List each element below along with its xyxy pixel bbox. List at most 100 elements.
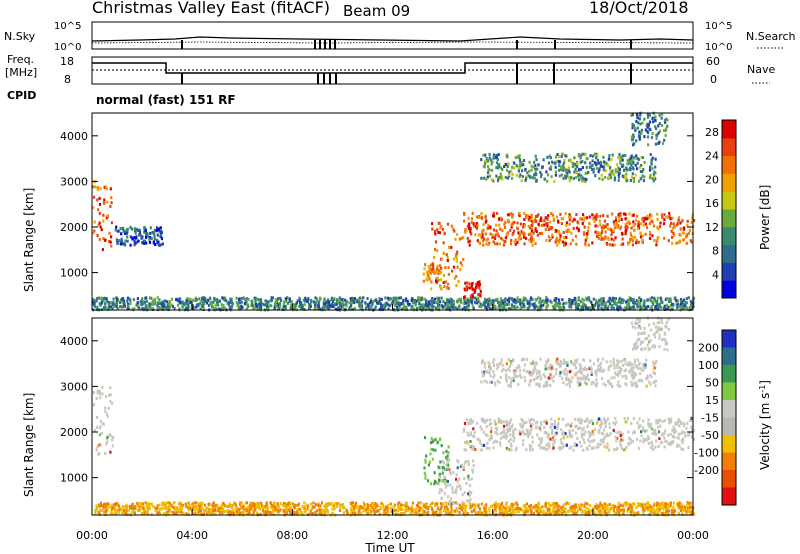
echo-cell (102, 305, 105, 309)
echo-cell (419, 304, 422, 308)
echo-cell (543, 446, 546, 450)
echo-cell (304, 510, 307, 514)
echo-cell (436, 267, 439, 271)
echo-cell (624, 217, 627, 221)
echo-cell (351, 307, 355, 311)
echo-cell (522, 299, 525, 303)
echo-cell (507, 429, 510, 432)
echo-cell (689, 511, 692, 515)
echo-cell (99, 225, 102, 229)
echo-cell (223, 504, 226, 508)
echo-cell (436, 303, 440, 307)
echo-cell (623, 416, 626, 420)
echo-cell (106, 214, 109, 218)
echo-cell (584, 430, 587, 434)
echo-cell (522, 439, 525, 443)
echo-cell (595, 301, 598, 305)
echo-cell (96, 297, 99, 300)
echo-cell (341, 297, 344, 301)
echo-cell (102, 213, 105, 217)
echo-cell (255, 304, 258, 308)
echo-cell (585, 506, 588, 510)
echo-cell (199, 503, 202, 507)
echo-cell (411, 505, 414, 509)
echo-cell (484, 160, 487, 164)
echo-cell (104, 305, 107, 309)
echo-cell (119, 305, 122, 309)
echo-cell (181, 505, 184, 509)
echo-cell (206, 506, 209, 510)
echo-cell (163, 307, 166, 311)
echo-cell (515, 164, 518, 168)
echo-cell (473, 445, 476, 449)
echo-cell (500, 216, 503, 220)
echo-cell (353, 507, 356, 511)
echo-cell (429, 267, 432, 271)
echo-cell (382, 512, 385, 516)
echo-cell (118, 504, 121, 508)
echo-cell (422, 272, 425, 276)
echo-cell (489, 418, 492, 422)
echo-cell (475, 222, 479, 225)
echo-cell (617, 166, 620, 170)
echo-cell (651, 177, 654, 180)
echo-cell (479, 302, 482, 306)
echo-cell (657, 419, 660, 423)
freq-trace (92, 62, 693, 74)
echo-cell (530, 234, 533, 238)
echo-cell (644, 506, 647, 510)
echo-cell (291, 502, 294, 506)
echo-cell (106, 440, 109, 444)
echo-cell (630, 506, 634, 510)
echo-cell (605, 223, 608, 227)
echo-cell (380, 305, 383, 309)
echo-cell (565, 168, 568, 172)
echo-cell (598, 298, 601, 302)
echo-cell (688, 228, 692, 232)
echo-cell (618, 171, 622, 175)
echo-cell (115, 297, 118, 301)
echo-cell (141, 307, 144, 311)
echo-cell (666, 124, 669, 128)
echo-cell (565, 170, 568, 174)
echo-cell (667, 300, 671, 304)
echo-cell (376, 509, 379, 513)
echo-cell (350, 507, 353, 511)
echo-cell (218, 510, 221, 514)
echo-cell (577, 229, 580, 233)
echo-cell (443, 285, 446, 289)
echo-cell (465, 504, 468, 508)
echo-cell (643, 160, 646, 164)
echo-cell (187, 501, 190, 505)
echo-cell (644, 128, 647, 132)
echo-cell (271, 506, 274, 510)
echo-cell (681, 305, 684, 309)
echo-cell (586, 236, 589, 240)
echo-cell (171, 505, 174, 509)
echo-cell (632, 133, 635, 137)
echo-cell (620, 306, 623, 310)
echo-cell (655, 137, 658, 141)
echo-cell (635, 437, 639, 441)
echo-cell (556, 427, 559, 431)
echo-cell (689, 300, 692, 303)
echo-cell (415, 299, 418, 303)
echo-cell (327, 298, 330, 302)
echo-cell (240, 505, 244, 509)
echo-cell (529, 448, 532, 452)
echo-cell (117, 510, 120, 514)
echo-cell (529, 217, 533, 221)
echo-cell (407, 509, 410, 513)
echo-cell (423, 466, 426, 470)
echo-cell (98, 211, 101, 215)
echo-cell (567, 166, 570, 170)
echo-cell (414, 301, 417, 305)
echo-cell (443, 480, 446, 484)
echo-cell (615, 447, 618, 451)
echo-cell (618, 440, 621, 444)
echo-cell (334, 302, 337, 306)
echo-cell (139, 233, 142, 237)
noise-panel (91, 21, 694, 50)
echo-cell (562, 417, 565, 421)
echo-cell (446, 483, 449, 487)
